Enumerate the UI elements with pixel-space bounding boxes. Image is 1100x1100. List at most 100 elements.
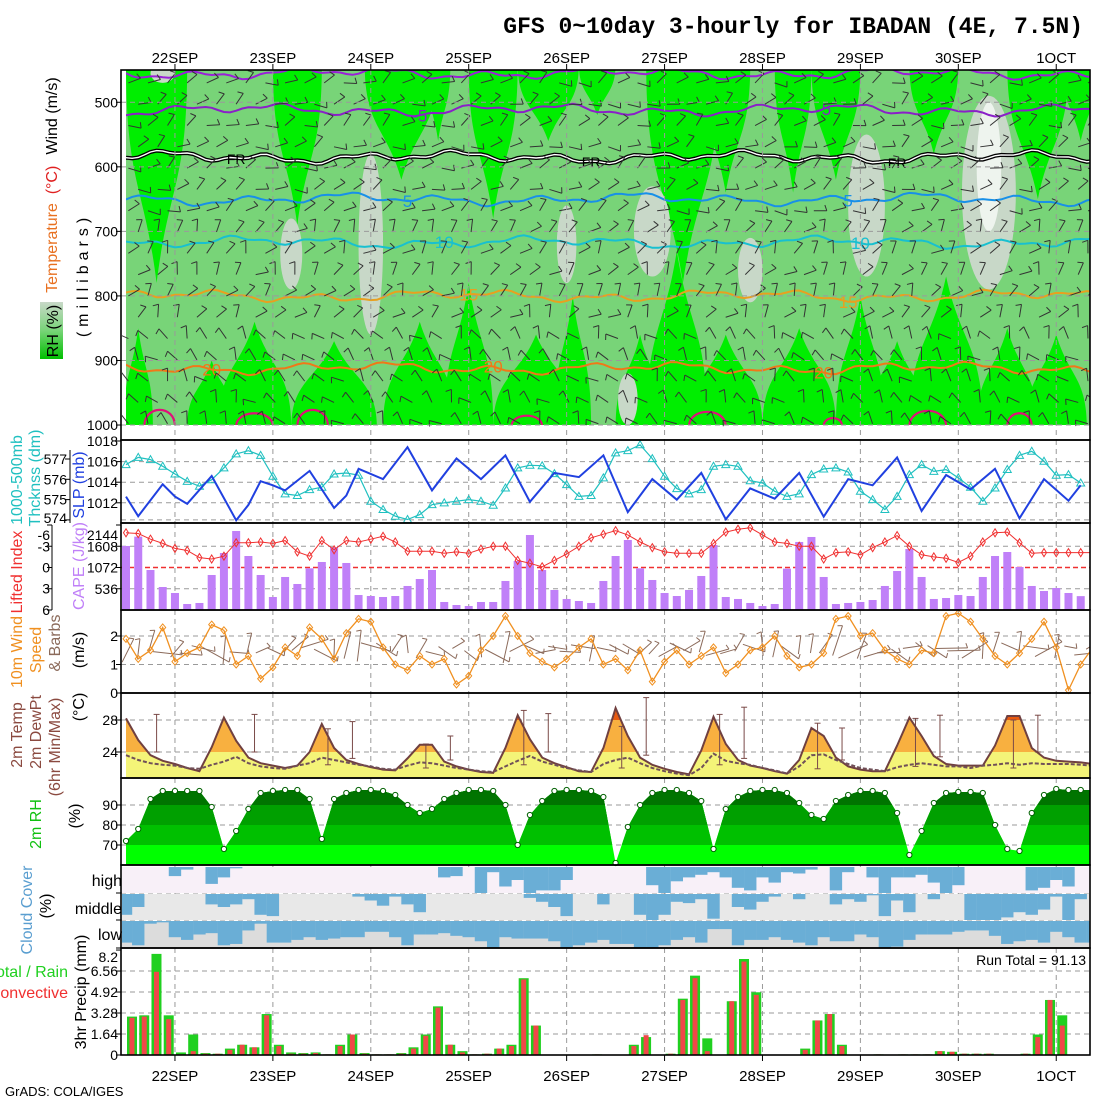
lifted-index-point: [955, 557, 962, 568]
wind-barb-10m-flag: [329, 638, 335, 641]
wind-barb-flag: [1078, 203, 1082, 210]
wind-barb-flag: [989, 390, 995, 396]
cape-bar: [293, 583, 302, 610]
wind-barb: [931, 249, 944, 254]
slp-line: [125, 445, 1082, 523]
wind-barb: [725, 219, 731, 233]
wind-barb-flag: [719, 198, 726, 202]
wind-barb-10m-flag: [565, 644, 568, 650]
contour-label: -5: [412, 106, 427, 125]
wind-barb-flag: [996, 303, 1003, 306]
cloud-bar-low: [168, 921, 182, 938]
wind-barb: [333, 182, 346, 190]
wind-speed-point: [587, 634, 595, 644]
wind-barb-flag: [321, 351, 325, 358]
cape-bar: [795, 541, 804, 610]
lifted-index-point: [612, 525, 619, 536]
wind-barb-10m: [1085, 646, 1090, 650]
wind-barb-flag: [781, 332, 784, 339]
lifted-index-point: [490, 541, 497, 552]
wind-barb: [199, 327, 208, 339]
wind-barb-flag: [1043, 325, 1050, 328]
wind-barb-flag: [428, 285, 434, 291]
cape-bar: [1076, 596, 1085, 610]
wind-barb-10m-flag: [983, 638, 989, 643]
wind-barb-flag: [198, 176, 205, 180]
thickness-point: [476, 496, 486, 505]
wind-barb: [402, 207, 416, 212]
cape-bar: [685, 589, 694, 610]
wind-barb: [372, 219, 376, 233]
wind-barb-10m: [797, 635, 802, 655]
wind-barb-flag: [453, 164, 455, 171]
wind-barb-10m: [291, 636, 309, 651]
wind-barb: [705, 146, 719, 152]
wind-speed-point: [648, 677, 656, 686]
wind-barb: [647, 224, 659, 233]
wind-barb: [215, 389, 218, 403]
wind-barb: [666, 221, 675, 233]
wind-barb: [588, 313, 602, 318]
wind-barb-flag: [941, 261, 948, 264]
wind-barb-flag: [532, 91, 539, 95]
wind-barb-flag: [230, 388, 237, 392]
lifted-index-point: [392, 537, 399, 547]
cloud-bar-middle: [633, 894, 647, 915]
wind-barb: [1038, 219, 1041, 233]
cape-bar: [819, 576, 828, 610]
wind-speed-point: [673, 645, 681, 655]
wind-barb-flag: [755, 139, 759, 146]
wind-barb: [911, 118, 923, 126]
cloud-bar-high: [707, 867, 720, 873]
wind-barb: [649, 412, 658, 425]
wind-barb: [1018, 304, 1022, 318]
wind-barb-flag: [814, 141, 818, 148]
rh-point: [220, 845, 228, 853]
wind-barb: [235, 221, 245, 233]
wind-barb-flag: [532, 325, 539, 329]
wind-barb: [764, 140, 777, 148]
wind-barb: [157, 219, 161, 233]
wind-barb-flag: [458, 94, 464, 100]
wind-barb-flag: [778, 156, 785, 160]
wind-barb-flag: [725, 117, 730, 124]
rh-point: [588, 787, 595, 795]
wind-barb-10m-flag: [401, 634, 407, 638]
wind-barb-10m: [222, 635, 227, 665]
wind-barb: [970, 203, 982, 212]
wind-barb-flag: [987, 179, 993, 185]
wind-barb-10m: [669, 642, 692, 654]
rh-high-region: [383, 321, 457, 425]
wind-barb-flag: [597, 137, 602, 144]
cloud-bar-low: [266, 921, 280, 943]
wind-barb-flag: [152, 303, 159, 307]
wind-barb-flag: [214, 327, 220, 333]
rh-point: [722, 805, 729, 813]
y-tick-label: 2: [110, 628, 118, 644]
wind-barb-flag: [221, 305, 227, 310]
wind-barb: [1065, 355, 1079, 361]
rh-high-region: [689, 334, 763, 425]
wind-barb: [158, 328, 168, 339]
cloud-bar-low: [511, 921, 524, 939]
wind-barb: [187, 207, 200, 212]
wind-barb: [412, 186, 426, 190]
wind-barb: [323, 201, 335, 212]
wind-barb: [778, 347, 785, 361]
wind-barb-flag: [769, 367, 776, 371]
wind-barb-10m-flag: [283, 650, 286, 656]
lifted-index-point: [673, 548, 680, 559]
wind-barb-flag: [1063, 305, 1070, 310]
lifted-index-point: [747, 522, 754, 533]
lifted-index-line: [125, 527, 1090, 568]
wind-barb-flag: [340, 178, 346, 183]
wind-barb: [832, 114, 841, 126]
wind-barb-flag: [423, 99, 426, 106]
lifted-index-point: [502, 541, 509, 552]
wind-speed-point: [489, 631, 497, 641]
precip-convective-bar: [643, 1035, 649, 1055]
wind-barb-flag: [213, 372, 217, 379]
wind-barb-flag: [1019, 326, 1025, 332]
cloud-bar-low: [976, 921, 989, 931]
slp-axis-labels: 1000-500mb Thcknss (dm) SLP (mb): [9, 430, 88, 527]
